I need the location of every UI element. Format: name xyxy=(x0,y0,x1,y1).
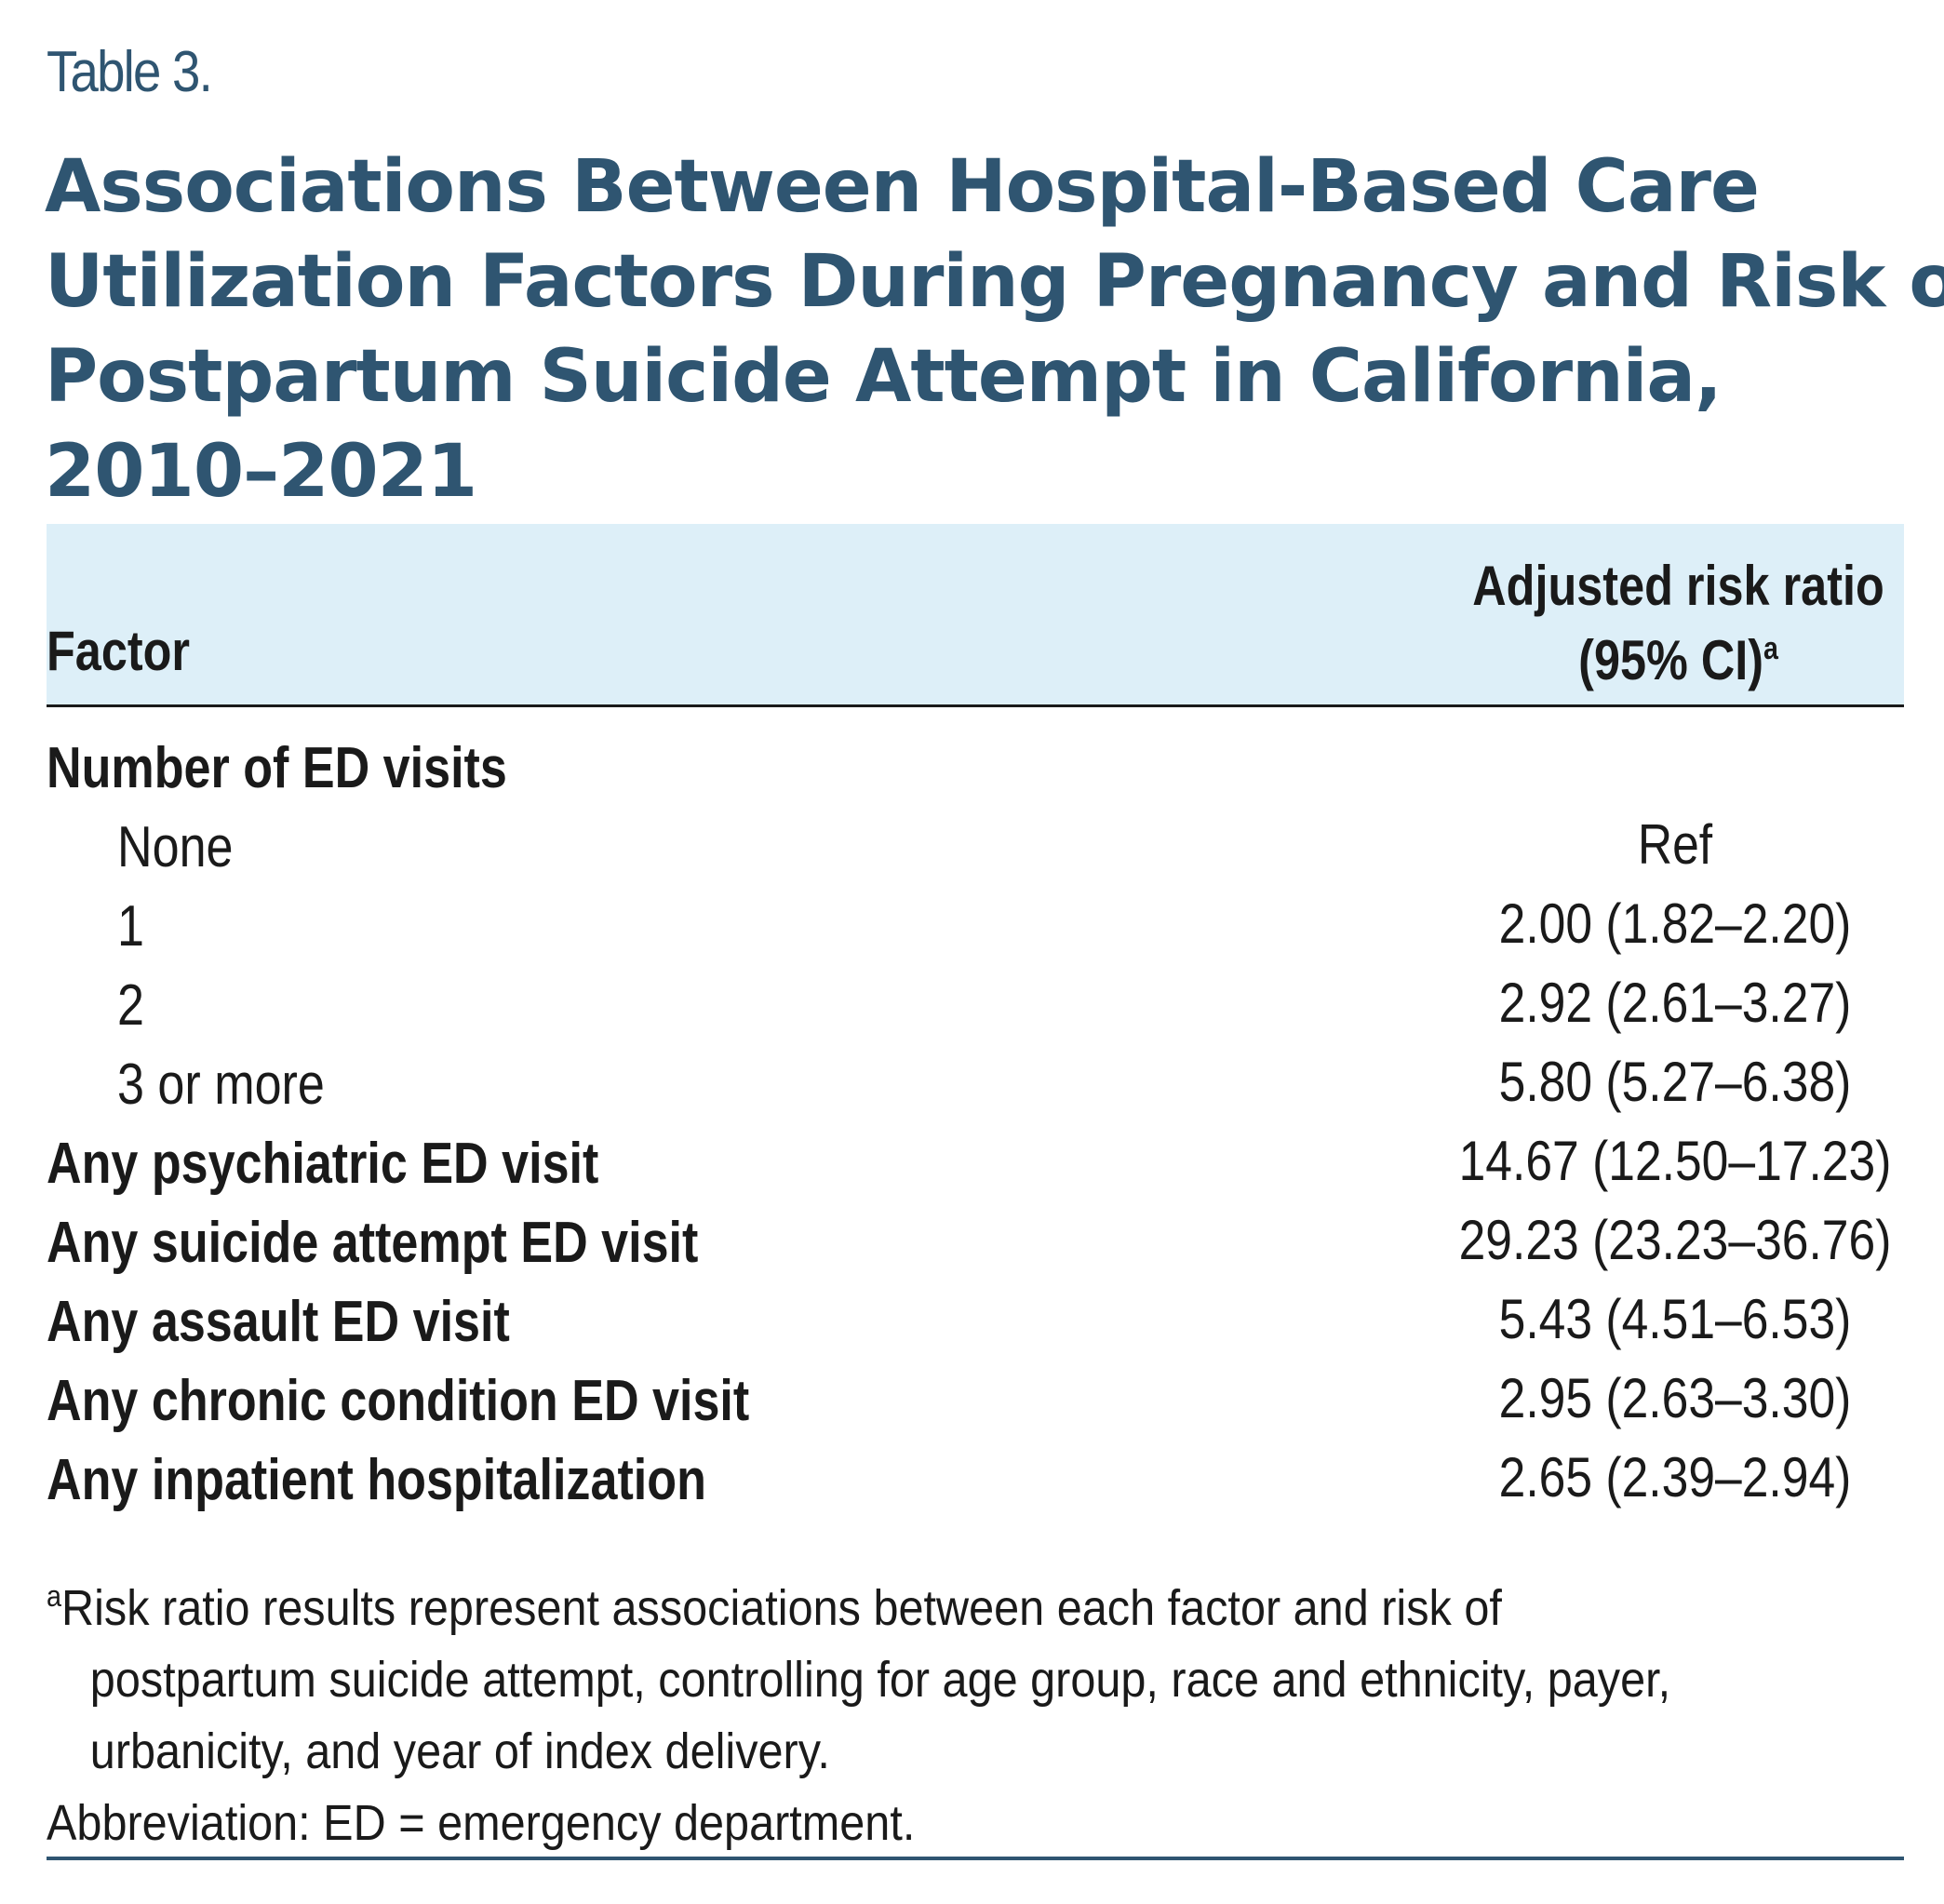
row-value: 5.80 (5.27–6.38) xyxy=(1498,1051,1852,1113)
title-line: Utilization Factors During Pregnancy and… xyxy=(45,240,1944,324)
footnote-text: urbanicity, and year of index delivery. xyxy=(89,1723,830,1779)
row-value: 14.67 (12.50–17.23) xyxy=(1458,1130,1892,1192)
bottom-divider xyxy=(47,1857,1904,1860)
column-header-risk-ratio-line2: (95% CI) xyxy=(1578,629,1764,691)
row-label: 1 xyxy=(117,894,144,959)
footnote-marker: a xyxy=(47,1579,62,1613)
row-value: 2.95 (2.63–3.30) xyxy=(1498,1367,1852,1429)
row-label: None xyxy=(117,815,234,879)
row-label: Any chronic condition ED visit xyxy=(47,1369,750,1433)
title-line: Postpartum Suicide Attempt in California… xyxy=(45,335,1723,419)
row-label: Any inpatient hospitalization xyxy=(47,1448,706,1512)
row-label: Any psychiatric ED visit xyxy=(47,1132,599,1196)
row-value: Ref xyxy=(1637,813,1713,876)
row-label: Any suicide attempt ED visit xyxy=(47,1211,699,1275)
table-title: Associations Between Hospital-Based Care… xyxy=(45,140,1944,519)
footnote-text: postpartum suicide attempt, controlling … xyxy=(89,1652,1671,1708)
row-label: 3 or more xyxy=(117,1053,325,1117)
title-line: 2010–2021 xyxy=(45,430,477,514)
row-label: 2 xyxy=(117,973,144,1038)
row-value: 5.43 (4.51–6.53) xyxy=(1498,1288,1852,1350)
title-line: Associations Between Hospital-Based Care xyxy=(45,145,1760,229)
column-header-risk-ratio: Adjusted risk ratio (95% CI)a xyxy=(1472,549,1884,698)
footnote-text: Risk ratio results represent association… xyxy=(61,1580,1502,1636)
table-label: Table 3. xyxy=(47,40,213,104)
row-value: 2.65 (2.39–2.94) xyxy=(1498,1446,1852,1508)
row-label: Any assault ED visit xyxy=(47,1290,510,1354)
column-header-factor: Factor xyxy=(47,620,191,682)
footnote-marker: a xyxy=(1763,631,1779,666)
column-header-risk-ratio-line1: Adjusted risk ratio xyxy=(1472,555,1884,617)
row-value: 2.92 (2.61–3.27) xyxy=(1498,972,1852,1034)
abbreviation-note: Abbreviation: ED = emergency department. xyxy=(47,1795,916,1851)
table-header xyxy=(47,524,1904,705)
row-value: 29.23 (23.23–36.76) xyxy=(1458,1209,1892,1271)
footnote: aRisk ratio results represent associatio… xyxy=(47,1573,1908,1859)
row-value: 2.00 (1.82–2.20) xyxy=(1498,892,1852,955)
header-divider xyxy=(47,704,1904,707)
row-label: Number of ED visits xyxy=(47,736,507,800)
